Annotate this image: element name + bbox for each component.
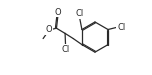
Text: Cl: Cl [76,9,84,18]
Text: O: O [54,8,61,17]
Text: Cl: Cl [117,23,125,32]
Text: Cl: Cl [61,45,70,54]
Text: O: O [46,25,52,34]
